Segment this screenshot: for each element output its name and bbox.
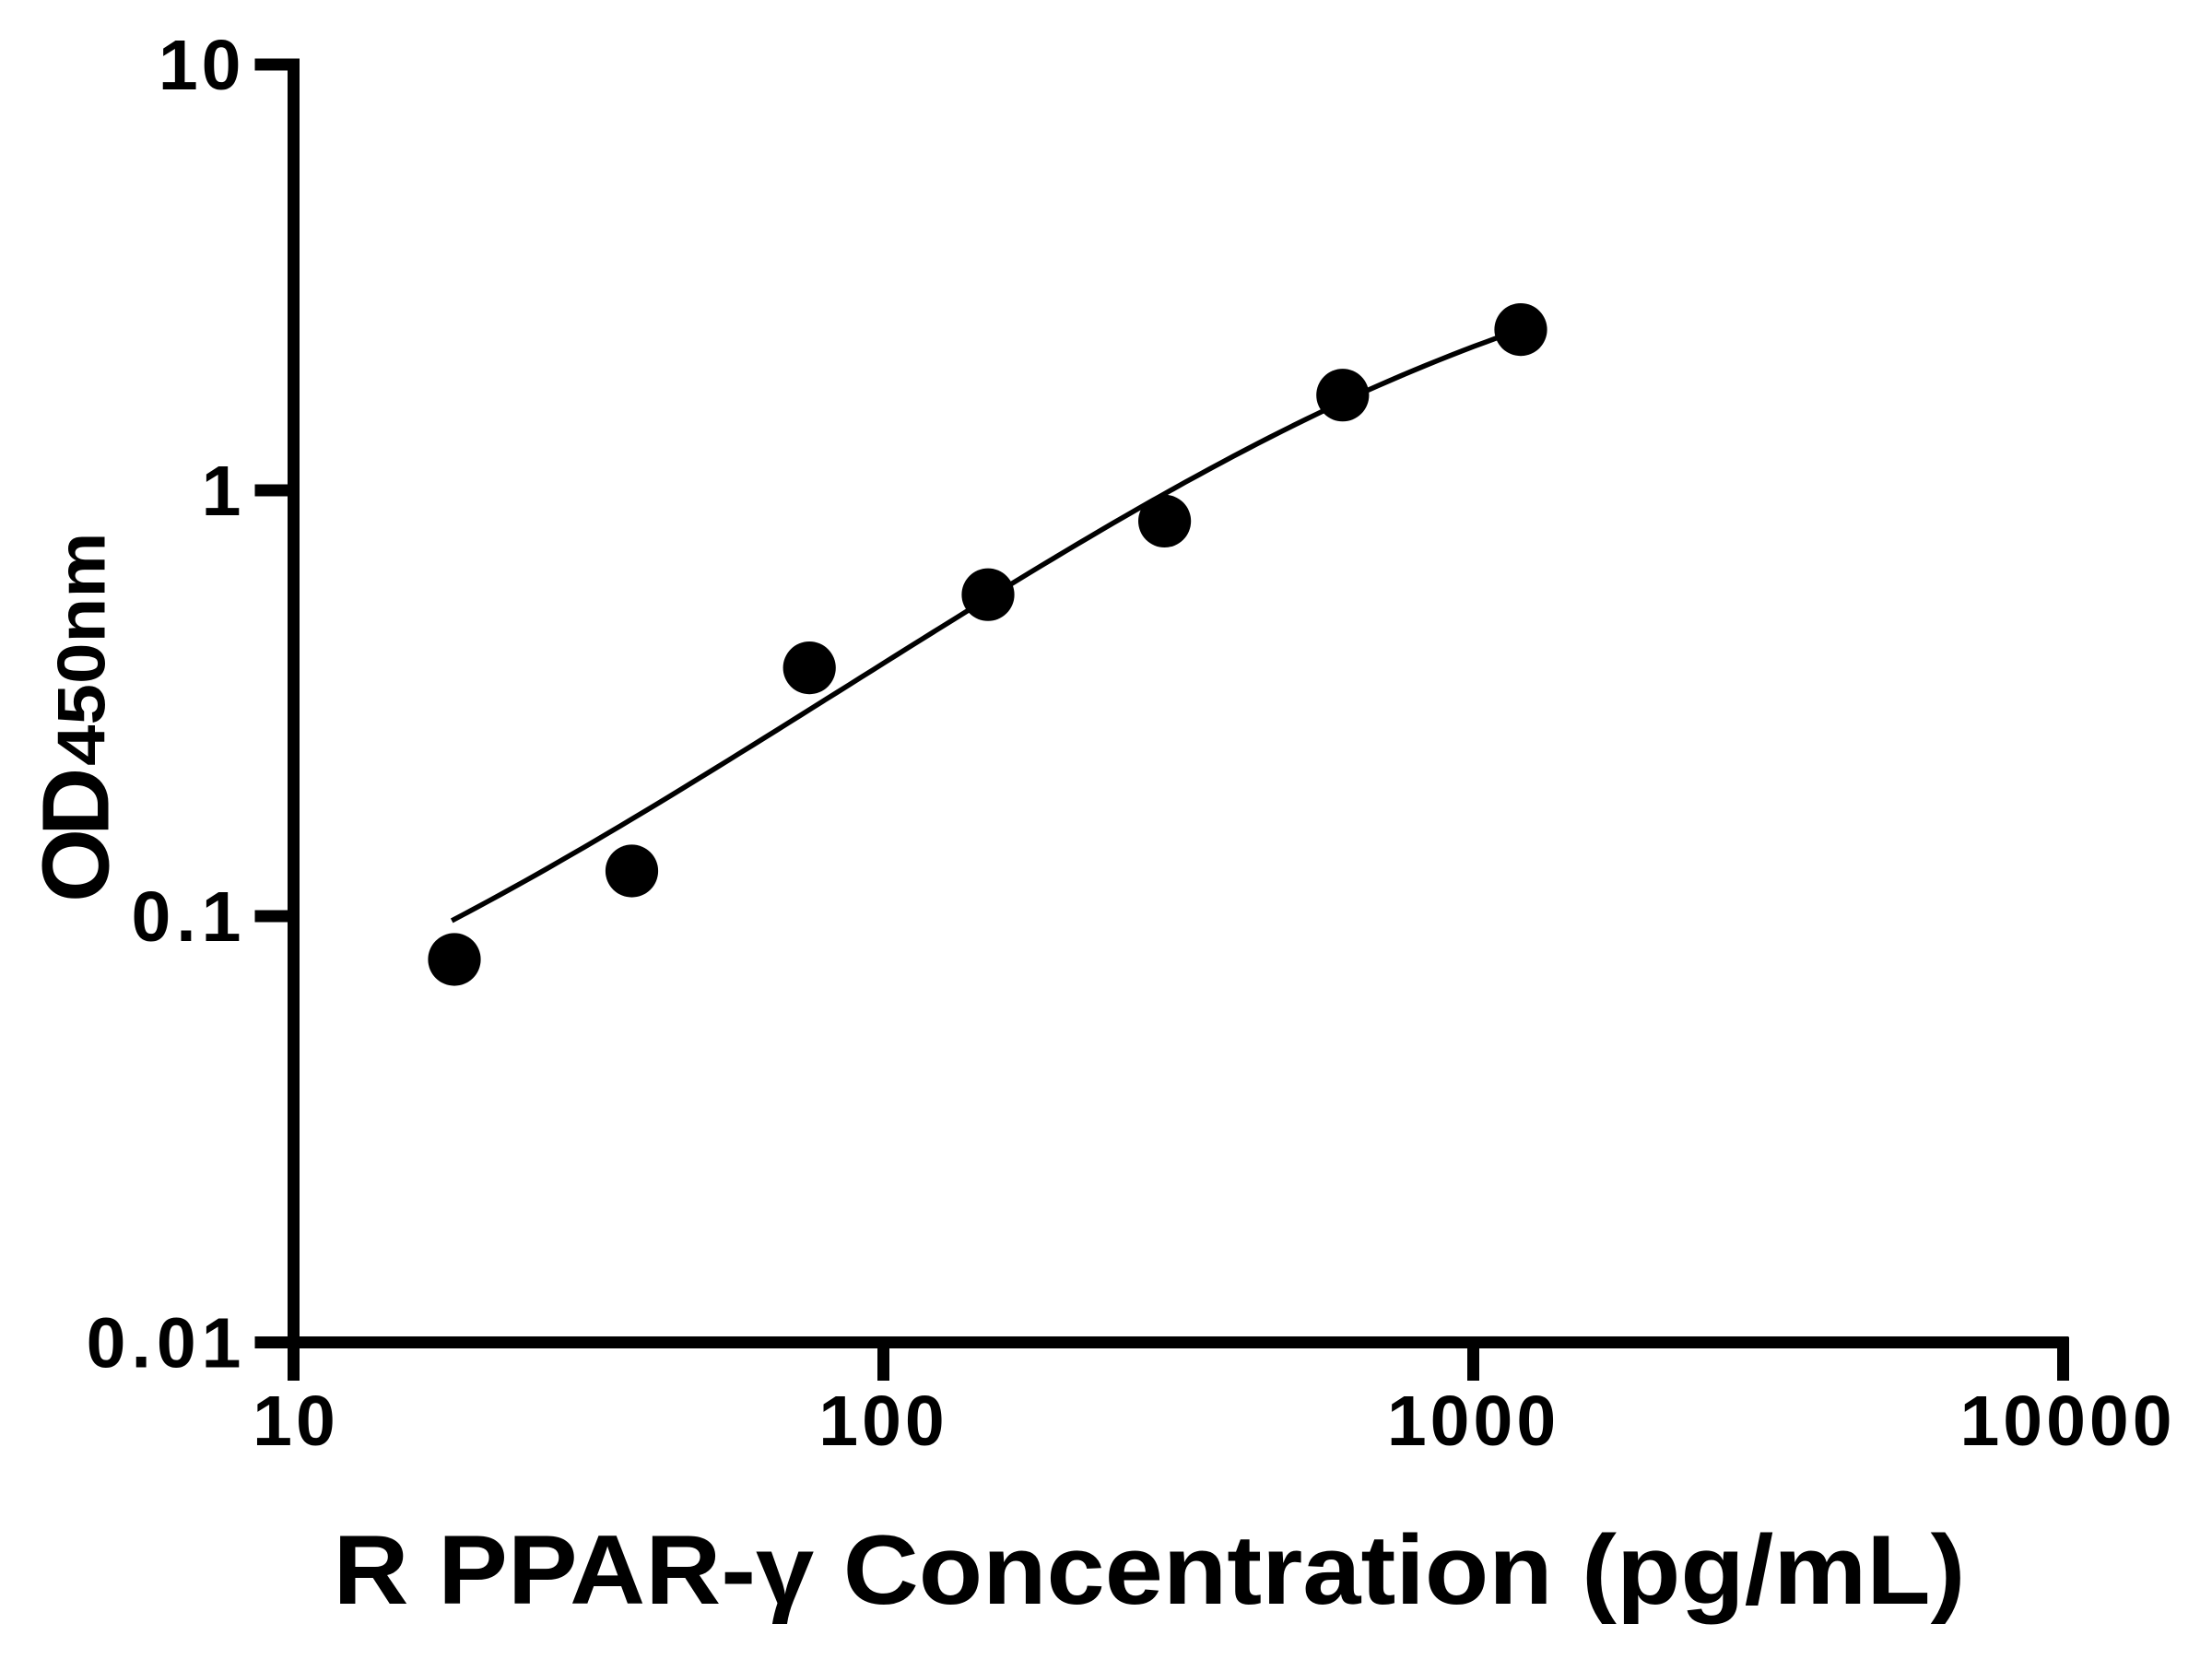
svg-text:0.1: 0.1 bbox=[131, 877, 246, 957]
svg-text:10: 10 bbox=[159, 26, 245, 105]
svg-text:0.01: 0.01 bbox=[87, 1304, 247, 1383]
svg-text:O: O bbox=[23, 829, 129, 902]
svg-text:R PPAR-γ Concentration (pg/mL): R PPAR-γ Concentration (pg/mL) bbox=[334, 1514, 1966, 1625]
svg-text:D: D bbox=[23, 768, 129, 836]
svg-text:1: 1 bbox=[202, 452, 245, 531]
svg-text:1000: 1000 bbox=[1387, 1382, 1559, 1461]
svg-text:10: 10 bbox=[253, 1382, 339, 1461]
svg-text:450nm: 450nm bbox=[45, 533, 120, 767]
svg-text:100: 100 bbox=[818, 1382, 947, 1461]
svg-text:10000: 10000 bbox=[1959, 1382, 2175, 1461]
